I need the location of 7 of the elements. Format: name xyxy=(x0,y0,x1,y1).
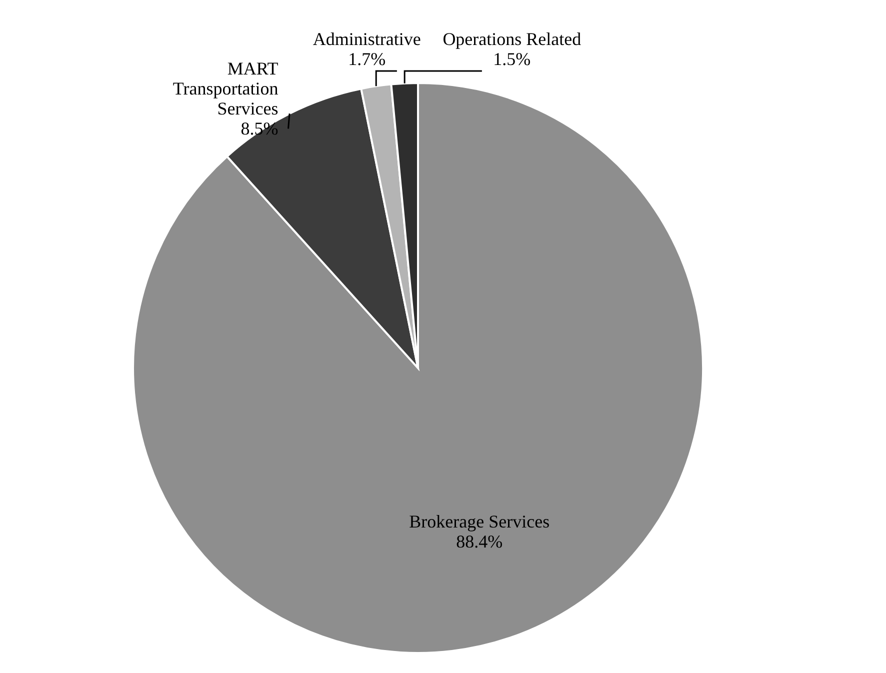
data-label: 88.4% xyxy=(456,532,503,552)
data-label: 1.5% xyxy=(493,49,531,69)
slice-label: MART Transportation Services xyxy=(172,58,278,119)
slice-label: Brokerage Services xyxy=(409,512,550,532)
slice-label: Operations Related xyxy=(442,29,582,49)
data-label: 1.7% xyxy=(348,49,386,69)
slice-label: Administrative xyxy=(312,29,421,49)
